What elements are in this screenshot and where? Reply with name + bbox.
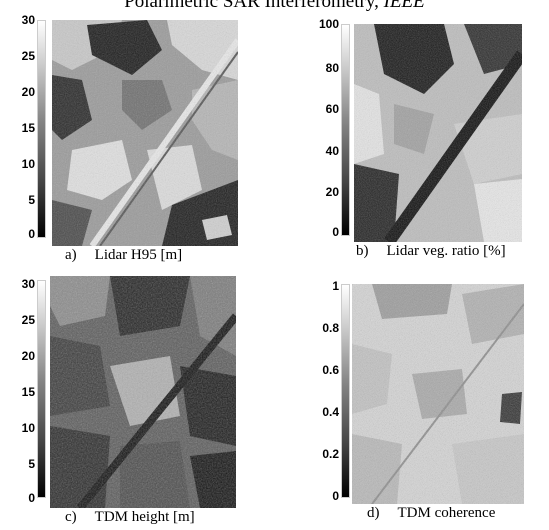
tick-label: 1 [332,279,339,293]
tick-label: 0.4 [322,405,339,419]
panel-letter: c) [65,509,77,525]
panel-caption: Lidar veg. ratio [%] [386,243,506,259]
tick-label: 0 [28,227,35,241]
colorbar-d [341,284,350,498]
running-header: Polarimetric SAR Interferometry, IEEE [0,0,549,13]
tdm-height-map [50,276,236,508]
tick-label: 20 [21,349,35,363]
tick-label: 100 [318,17,339,31]
panel-caption: TDM height [m] [94,509,195,525]
lidar-veg-ratio-map [354,24,522,242]
tick-label: 25 [21,49,35,63]
caption-d: d) TDM coherence [367,505,495,522]
tick-label: 0.6 [322,363,339,377]
panel-letter: b) [356,243,369,259]
tick-label: 80 [325,61,339,75]
tick-label: 40 [325,144,339,158]
tick-label: 25 [21,313,35,327]
panel-letter: a) [65,247,77,263]
caption-b: b) Lidar veg. ratio [%] [356,243,506,260]
panel-caption: Lidar H95 [m] [94,247,183,263]
caption-c: c) TDM height [m] [65,509,195,526]
header-text: Polarimetric SAR Interferometry, [124,0,379,12]
tdm-coherence-map [352,284,524,504]
tick-label: 5 [28,457,35,471]
panel-letter: d) [367,505,380,521]
tick-label: 0 [332,225,339,239]
header-venue: IEEE [383,0,425,12]
tick-label: 15 [21,121,35,135]
tick-label: 0.8 [322,321,339,335]
colorbar-a [37,20,46,238]
caption-a: a) Lidar H95 [m] [65,247,182,264]
tick-label: 20 [21,85,35,99]
tick-label: 15 [21,385,35,399]
tick-label: 20 [325,185,339,199]
lidar-h95-map [52,20,238,246]
panel-caption: TDM coherence [397,505,496,521]
tick-label: 5 [28,193,35,207]
tick-label: 0 [28,491,35,505]
colorbar-b [341,24,350,236]
tick-label: 30 [21,277,35,291]
tick-label: 0 [332,489,339,503]
colorbar-c [37,280,46,498]
tick-label: 0.2 [322,447,339,461]
tick-label: 10 [21,157,35,171]
tick-label: 30 [21,13,35,27]
tick-label: 10 [21,421,35,435]
tick-label: 60 [325,102,339,116]
